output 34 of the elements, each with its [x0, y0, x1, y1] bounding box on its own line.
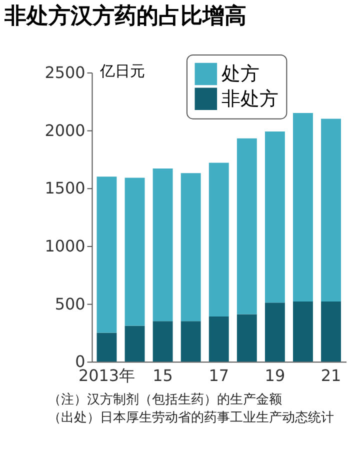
y-tick-label: 2000 [44, 120, 86, 140]
bar [124, 178, 145, 326]
x-tick-label: 15 [152, 366, 173, 386]
bar [264, 302, 285, 362]
x-tick-label: 21 [320, 366, 342, 386]
bar [208, 162, 229, 317]
bar [152, 321, 173, 362]
y-tick-label: 500 [54, 294, 86, 314]
y-tick-label: 2500 [44, 62, 86, 82]
bar [293, 112, 313, 302]
x-tick-label: 2013年 [78, 366, 136, 386]
legend-label: 非处方 [221, 88, 278, 110]
bar [96, 176, 117, 333]
text: （注）汉方制剂（包括生药）的生产金额 [48, 392, 282, 408]
y-tick-label: 1500 [44, 178, 86, 198]
x-tick-label: 19 [264, 366, 286, 386]
bar [264, 131, 285, 303]
bar [236, 138, 257, 314]
chart-title: 非处方汉方药的占比增高 [3, 3, 246, 30]
y-tick-label: 1000 [44, 236, 86, 256]
bar [321, 301, 341, 362]
legend-label: 处方 [221, 62, 260, 85]
text: （出处）日本厚生劳动省的药事工业生产动态统计 [48, 410, 334, 426]
bar [293, 301, 313, 362]
bar [152, 168, 173, 322]
bar [236, 314, 257, 362]
bar [124, 326, 145, 362]
bar [321, 118, 341, 302]
x-tick-label: 17 [208, 366, 230, 386]
y-axis-title: 亿日元 [99, 62, 146, 80]
bar [180, 321, 201, 362]
bar [208, 316, 229, 362]
bar [96, 332, 117, 362]
bar [180, 173, 201, 322]
